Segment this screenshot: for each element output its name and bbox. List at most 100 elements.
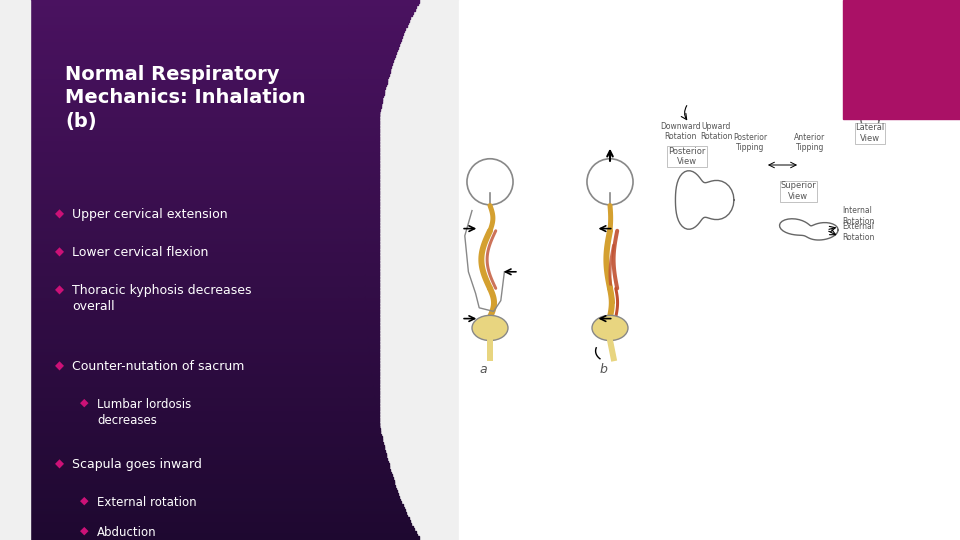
Bar — [349, 147, 372, 151]
Bar — [30, 129, 379, 132]
Bar — [349, 345, 368, 348]
Bar — [349, 372, 371, 375]
Bar — [30, 428, 379, 432]
Bar — [30, 66, 379, 70]
Bar — [30, 423, 379, 427]
Bar — [349, 39, 399, 43]
Bar — [349, 326, 366, 329]
Bar — [349, 220, 366, 224]
Bar — [349, 471, 391, 475]
Bar — [30, 199, 379, 202]
Bar — [30, 226, 379, 230]
Bar — [30, 507, 379, 510]
Bar — [30, 496, 379, 500]
Bar — [349, 177, 369, 181]
Bar — [30, 482, 379, 486]
Bar — [349, 104, 380, 108]
Bar — [30, 10, 379, 14]
Bar — [349, 129, 375, 132]
Bar — [349, 342, 367, 346]
Bar — [349, 142, 373, 146]
Bar — [30, 291, 379, 294]
Bar — [349, 242, 365, 246]
Bar — [30, 320, 379, 324]
Bar — [349, 85, 385, 89]
Bar — [30, 501, 379, 505]
Bar — [30, 153, 379, 157]
Bar — [349, 434, 381, 437]
Bar — [349, 288, 364, 292]
Bar — [349, 53, 395, 57]
Bar — [349, 264, 364, 267]
Bar — [30, 517, 379, 521]
Bar — [30, 18, 379, 22]
Bar — [349, 490, 397, 494]
Bar — [30, 75, 379, 78]
Bar — [349, 328, 366, 332]
Bar — [349, 377, 371, 381]
Bar — [349, 309, 365, 313]
Bar — [349, 280, 364, 284]
Bar — [349, 334, 367, 338]
Bar — [30, 137, 379, 140]
Text: Downward
Rotation: Downward Rotation — [660, 122, 701, 141]
Bar — [30, 139, 379, 143]
Bar — [30, 285, 379, 289]
Text: a: a — [479, 362, 487, 376]
Bar — [349, 234, 365, 238]
Bar — [30, 490, 379, 494]
Bar — [349, 412, 376, 416]
Bar — [30, 4, 379, 8]
Bar — [30, 83, 379, 86]
Bar — [30, 172, 379, 176]
Bar — [30, 323, 379, 327]
Bar — [349, 331, 367, 335]
Bar — [349, 507, 404, 510]
Bar — [30, 99, 379, 103]
Bar — [349, 64, 392, 68]
Bar — [30, 191, 379, 194]
Bar — [30, 255, 379, 259]
Bar — [349, 137, 374, 140]
Bar — [30, 409, 379, 413]
Bar — [30, 39, 379, 43]
Bar — [30, 355, 379, 359]
Bar — [349, 509, 405, 513]
Bar — [349, 369, 370, 373]
Text: External rotation: External rotation — [97, 496, 197, 509]
Bar — [30, 58, 379, 62]
Bar — [349, 237, 365, 240]
Bar — [30, 237, 379, 240]
Bar — [30, 347, 379, 351]
Bar — [349, 169, 370, 173]
Bar — [30, 315, 379, 319]
Bar — [30, 142, 379, 146]
Bar — [30, 307, 379, 310]
Bar — [349, 245, 364, 248]
Bar — [30, 534, 379, 537]
Bar — [349, 444, 384, 448]
Bar — [349, 239, 365, 243]
Bar — [30, 234, 379, 238]
Bar — [349, 93, 383, 97]
Bar — [349, 469, 390, 472]
Bar — [349, 409, 376, 413]
Bar — [30, 156, 379, 159]
Bar — [30, 201, 379, 205]
Bar — [349, 199, 367, 202]
Bar — [349, 69, 390, 73]
Bar — [30, 531, 379, 535]
Bar — [30, 353, 379, 356]
Bar — [349, 396, 373, 400]
Bar — [349, 407, 375, 410]
Bar — [30, 336, 379, 340]
Bar — [349, 37, 400, 40]
Bar — [349, 504, 402, 508]
Bar — [349, 447, 384, 451]
Bar — [30, 382, 379, 386]
Bar — [349, 56, 394, 59]
Text: Upper cervical extension: Upper cervical extension — [72, 208, 228, 221]
Bar — [349, 274, 364, 278]
Bar — [30, 37, 379, 40]
Bar — [349, 21, 408, 24]
